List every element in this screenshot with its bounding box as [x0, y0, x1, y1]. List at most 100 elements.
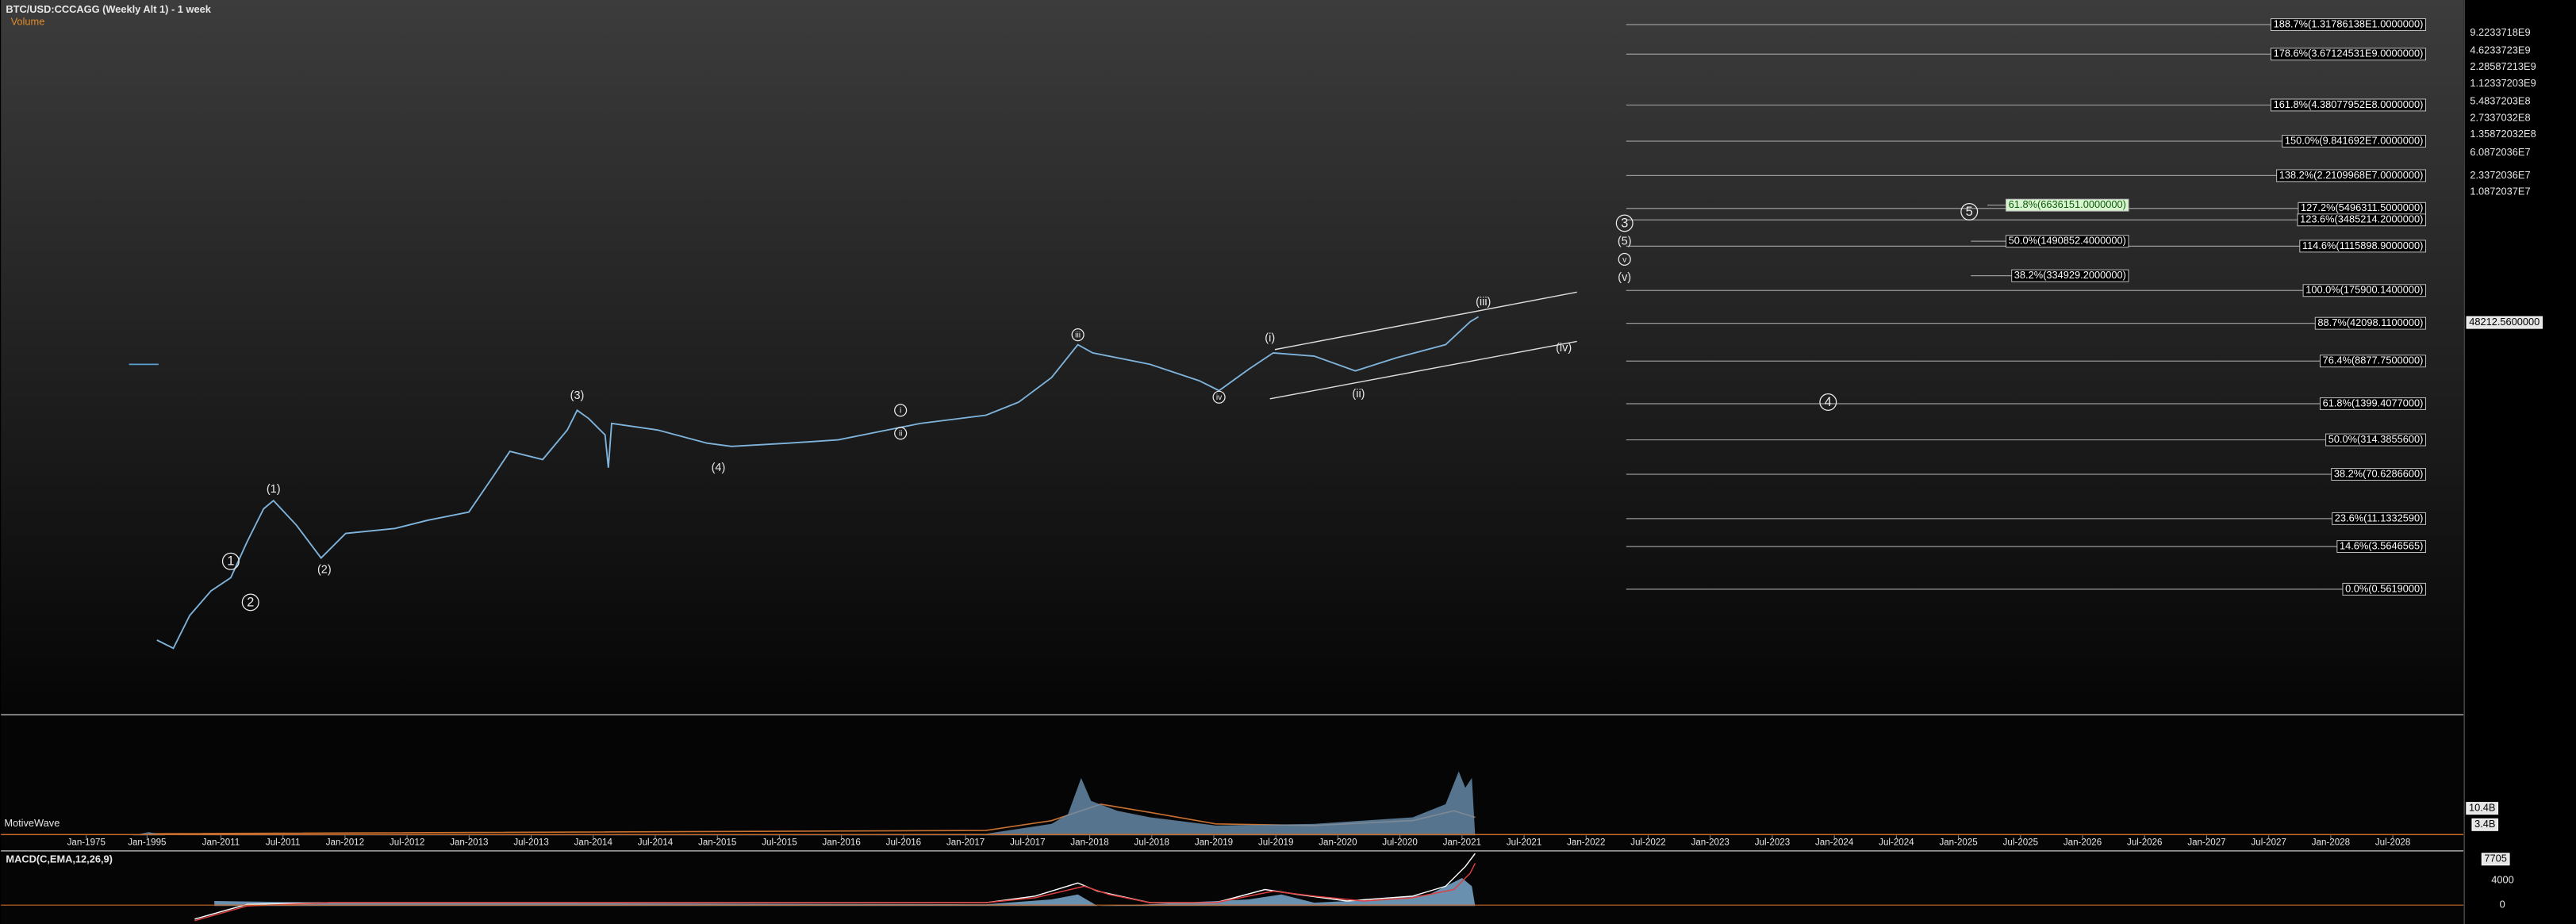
- fib-label-box: [2302, 284, 2427, 297]
- macd-tick: 4000: [2491, 874, 2514, 886]
- time-label: Jul-2017: [1010, 838, 1045, 848]
- wave-label: ii: [899, 430, 903, 439]
- wave-circle: [894, 427, 908, 440]
- time-label: Jul-2024: [1879, 838, 1914, 848]
- time-label: Jan-2018: [1070, 838, 1108, 848]
- time-label: Jul-2028: [2375, 838, 2410, 848]
- price-tick-label: 1.0872037E7: [2470, 185, 2530, 197]
- time-label: Jan-2012: [326, 838, 364, 848]
- fib-label-box: [2319, 355, 2427, 368]
- last-price-box: [2466, 316, 2543, 329]
- time-label: Jan-2013: [450, 838, 488, 848]
- wave-label: (ii): [1352, 388, 1365, 401]
- wave-label: (iv): [1556, 342, 1572, 355]
- wave-label: (i): [1265, 332, 1275, 345]
- volume-tick-box: [2466, 802, 2499, 815]
- fib-label-box: [2319, 397, 2427, 411]
- time-label: Jul-2022: [1630, 838, 1665, 848]
- fib-label-box: [2282, 134, 2427, 148]
- fib-label-box: [2270, 18, 2427, 32]
- wave-label: (iii): [1476, 296, 1491, 309]
- volume-tick: 10.4B: [2469, 802, 2495, 814]
- fib-label: 138.2%(2.2109968E7.0000000): [2279, 169, 2424, 181]
- time-label: Jan-2019: [1195, 838, 1233, 848]
- price-tick-label: 2.7337032E8: [2470, 111, 2530, 123]
- signal-line: [194, 863, 1476, 922]
- time-label: Jan-2020: [1319, 838, 1357, 848]
- channel-line: [1274, 291, 1577, 351]
- wave-label: 5: [1966, 204, 1973, 219]
- wave-label: (4): [712, 462, 726, 474]
- fib-label-box: [2336, 540, 2427, 554]
- fib-label: 0.0%(0.5619000): [2345, 582, 2423, 594]
- wave-label: (v): [1618, 271, 1631, 284]
- macd-tick-box: [2481, 853, 2510, 866]
- wave-circle: [1960, 202, 1979, 220]
- fib-label: 38.2%(70.6286600): [2334, 467, 2424, 479]
- fib-label: 123.6%(3485214.2000000): [2300, 213, 2423, 225]
- fib-label-box: [2331, 468, 2427, 481]
- wave-circle: [221, 552, 240, 570]
- wave-label: 1: [227, 554, 234, 569]
- fib-label: 100.0%(175900.1400000): [2305, 284, 2423, 296]
- wave-label: 2: [247, 594, 254, 609]
- fib-label-box: [2299, 240, 2427, 253]
- wave-circle: [1618, 252, 1631, 266]
- chart-title: BTC/USD:CCCAGG (Weekly Alt 1) - 1 week: [6, 3, 211, 15]
- fib-label-box: [2297, 213, 2427, 227]
- wave-label: iii: [1075, 331, 1081, 339]
- price-tick-label: 2.3372036E7: [2470, 169, 2530, 181]
- time-label: Jul-2019: [1258, 838, 1293, 848]
- time-label: Jan-2024: [1815, 838, 1854, 848]
- fib-label: 161.8%(4.38077952E8.0000000): [2274, 98, 2424, 110]
- last-price: 48212.5600000: [2469, 316, 2540, 328]
- wave-label: i: [900, 407, 901, 416]
- brand: MotiveWave: [4, 817, 60, 829]
- price-tick-label: 6.0872036E7: [2470, 146, 2530, 158]
- time-label: Jan-2028: [2312, 838, 2350, 848]
- time-label: Jul-2025: [2003, 838, 2038, 848]
- wave-circle: [1212, 390, 1226, 404]
- fib-label: 88.7%(42098.1100000): [2317, 316, 2423, 328]
- macd-tick: 0: [2500, 899, 2505, 911]
- price-tick-label: 9.2233718E9: [2470, 26, 2530, 38]
- fib-label: 61.8%(1399.4077000): [2323, 397, 2424, 408]
- macd-pane: [1, 851, 2464, 924]
- time-label: Jan-1975: [67, 838, 106, 848]
- time-label: Jul-2021: [1507, 838, 1541, 848]
- volume-tick: 3.4B: [2474, 818, 2495, 830]
- wave-circle: [894, 404, 908, 417]
- fib-label: 23.6%(11.1332590): [2335, 512, 2424, 523]
- wave-circle: [1071, 328, 1085, 342]
- time-label: Jul-2015: [762, 838, 797, 848]
- price-pane: [1, 0, 2464, 715]
- time-label: Jan-2026: [2063, 838, 2102, 848]
- time-label: Jan-2025: [1939, 838, 1977, 848]
- price-tick-label: 1.35872032E8: [2470, 128, 2536, 140]
- wave-label: 4: [1825, 394, 1832, 409]
- fib-label: 178.6%(3.67124531E9.0000000): [2274, 48, 2424, 59]
- fib-label: 14.6%(3.5646565): [2340, 539, 2423, 551]
- time-label: Jul-2026: [2127, 838, 2162, 848]
- price-tick-label: 2.28587213E9: [2470, 60, 2536, 72]
- time-label: Jan-2014: [574, 838, 613, 848]
- time-label: Jan-2015: [698, 838, 736, 848]
- time-label: Jan-2016: [823, 838, 861, 848]
- time-label: Jan-2022: [1567, 838, 1605, 848]
- wave-label: (3): [570, 389, 585, 402]
- fib-label: 127.2%(5496311.5000000): [2301, 201, 2423, 213]
- time-label: Jul-2027: [2251, 838, 2286, 848]
- time-label: Jan-1995: [128, 838, 166, 848]
- fib-label-box: [2342, 582, 2427, 596]
- projection-label: 38.2%(334929.2000000): [2014, 269, 2126, 281]
- channel-line: [1269, 340, 1577, 400]
- price-tick-label: 5.4837203E8: [2470, 95, 2530, 107]
- volume-label: Volume: [11, 15, 45, 27]
- wave-circle: [1615, 214, 1634, 232]
- projection-label-box: [2011, 269, 2129, 282]
- time-label: Jul-2018: [1134, 838, 1169, 848]
- fib-label-box: [2276, 169, 2427, 182]
- fib-label-box: [2270, 98, 2427, 112]
